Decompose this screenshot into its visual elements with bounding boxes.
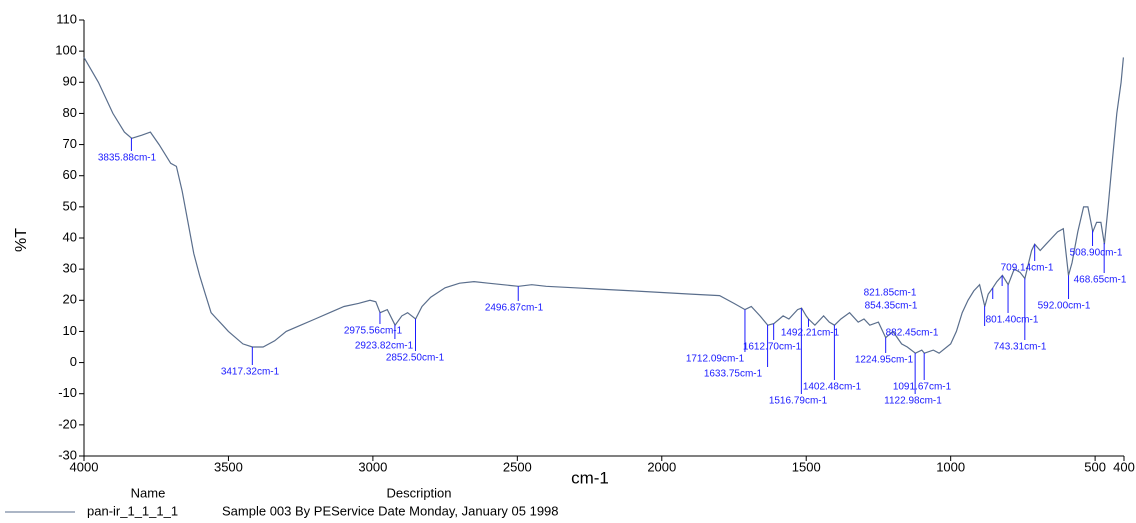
y-tick-label: 20 (63, 292, 77, 307)
peak-label: 3417.32cm-1 (221, 367, 280, 378)
spectrum-line (83, 57, 1124, 354)
x-tick-label: 1500 (792, 459, 821, 474)
x-axis-title: cm-1 (571, 468, 609, 487)
y-tick-label: 110 (56, 11, 77, 26)
peak-label: 1224.95cm-1 (855, 355, 914, 366)
y-tick-label: 50 (63, 198, 77, 213)
x-tick-label: 500 (1084, 459, 1106, 474)
legend-header: Description (386, 485, 451, 500)
peak-label: 854.35cm-1 (865, 301, 918, 312)
peak-label: 592.00cm-1 (1038, 301, 1091, 312)
legend-header: Name (131, 485, 166, 500)
y-tick-label: 80 (63, 105, 77, 120)
y-tick-label: -10 (58, 385, 77, 400)
y-tick-label: -20 (58, 416, 77, 431)
peak-label: 468.65cm-1 (1074, 275, 1127, 286)
y-tick-label: 90 (63, 74, 77, 89)
peak-label: 882.45cm-1 (886, 328, 939, 339)
x-tick-label: 1000 (936, 459, 965, 474)
x-tick-label: 2000 (647, 459, 676, 474)
peak-label: 2975.56cm-1 (344, 326, 403, 337)
y-axis-title: %T (13, 228, 30, 252)
y-tick-label: 30 (63, 261, 77, 276)
peak-label: 821.85cm-1 (864, 288, 917, 299)
peak-label: 508.90cm-1 (1070, 248, 1123, 259)
y-tick-label: 40 (63, 229, 77, 244)
peak-label: 1633.75cm-1 (704, 369, 763, 380)
x-tick-label: 400 (1113, 459, 1135, 474)
y-tick-label: 100 (55, 43, 77, 58)
peak-label: 1402.48cm-1 (803, 382, 862, 393)
y-tick-label: 70 (63, 136, 77, 151)
peak-label: 1516.79cm-1 (769, 396, 828, 407)
peak-label: 1122.98cm-1 (884, 396, 942, 407)
y-tick-label: 0 (70, 354, 77, 369)
legend-description: Sample 003 By PEService Date Monday, Jan… (222, 503, 559, 518)
y-tick-label: -30 (58, 447, 77, 462)
peak-label: 1712.09cm-1 (686, 354, 745, 365)
peak-label: 1091.67cm-1 (893, 382, 952, 393)
y-tick-label: 10 (63, 323, 77, 338)
peak-label: 2923.82cm-1 (355, 341, 414, 352)
peak-label: 1492.21cm-1 (781, 328, 840, 339)
peak-label: 801.40cm-1 (986, 315, 1039, 326)
peak-label: 1612.70cm-1 (743, 342, 802, 353)
peak-label: 709.14cm-1 (1001, 263, 1054, 274)
legend-name: pan-ir_1_1_1_1 (87, 503, 178, 518)
x-tick-label: 2500 (503, 459, 532, 474)
x-tick-label: 3000 (358, 459, 387, 474)
peak-label: 2852.50cm-1 (386, 353, 445, 364)
peak-label: 743.31cm-1 (994, 342, 1047, 353)
peak-label: 2496.87cm-1 (485, 303, 544, 314)
y-tick-label: 60 (63, 167, 77, 182)
x-tick-label: 4000 (70, 459, 99, 474)
peak-label: 3835.88cm-1 (98, 153, 157, 164)
x-tick-label: 3500 (214, 459, 243, 474)
